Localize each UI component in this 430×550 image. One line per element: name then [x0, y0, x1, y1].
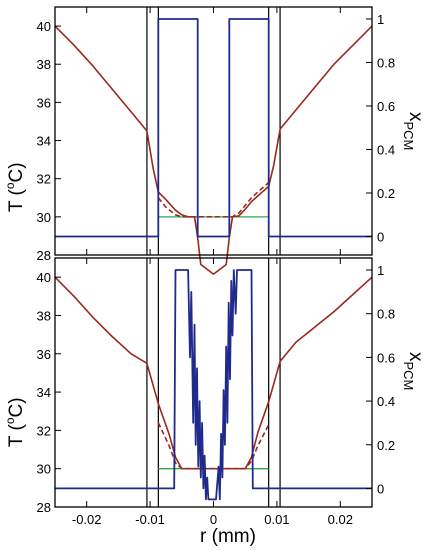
- y-left-tick-label-5: 38: [37, 308, 51, 323]
- y-left-tick-label-6: 40: [37, 19, 51, 34]
- temperature-dashed-line-1: [157, 181, 270, 218]
- y-right-tick-label-1: 0.2: [377, 186, 395, 201]
- y-right-tick-label-2: 0.4: [377, 142, 395, 157]
- x-tick-label-4: 0.02: [328, 512, 353, 527]
- pcm-fraction-line-2: [55, 18, 372, 238]
- panel-bottom: -0.02 -0.01 0 0.01 0.02 28 30 32 34 36 38 40 0 0.2 0.4…: [37, 257, 395, 527]
- pcm-fraction-line-2: [55, 269, 372, 501]
- y-left-tick-label-2: 32: [37, 172, 51, 187]
- y-left-tick-label-4: 36: [37, 347, 51, 362]
- y-left-tick-label-1: 30: [37, 462, 51, 477]
- temperature-line-0: [54, 25, 373, 275]
- y-left-tick-label-2: 32: [37, 423, 51, 438]
- x-tick-label-1: -0.01: [135, 512, 165, 527]
- xlabel: r (mm): [200, 526, 256, 547]
- plot-frame: [54, 257, 373, 508]
- y-left-tick-label-4: 36: [37, 95, 51, 110]
- y-right-tick-label-1: 0.2: [377, 438, 395, 453]
- x-tick-label-0: -0.02: [72, 512, 102, 527]
- x-tick-label-3: 0.01: [264, 512, 289, 527]
- plot-frame: [54, 6, 373, 256]
- temperature-line-0: [54, 276, 373, 470]
- y-right-tick-label-2: 0.4: [377, 394, 395, 409]
- y-left-tick-label-6: 40: [37, 270, 51, 285]
- y-left-tick-label-3: 34: [37, 385, 51, 400]
- y-left-tick-label-0: 28: [37, 248, 51, 263]
- panel-top: 28 30 32 34 36 38 40 0 0.2 0.4 0.6 0.8 1: [37, 6, 395, 275]
- ylabel-right-top: xPCM: [401, 112, 426, 150]
- y-right-tick-label-0: 0: [377, 230, 384, 245]
- x-tick-label-2: 0: [210, 512, 217, 527]
- y-right-tick-label-5: 1: [377, 12, 384, 27]
- y-left-tick-label-0: 28: [37, 500, 51, 515]
- y-left-tick-label-3: 34: [37, 134, 51, 149]
- y-right-tick-label-3: 0.6: [377, 350, 395, 365]
- y-left-tick-label-1: 30: [37, 210, 51, 225]
- y-right-tick-label-3: 0.6: [377, 99, 395, 114]
- y-right-tick-label-4: 0.8: [377, 307, 395, 322]
- y-left-tick-label-5: 38: [37, 57, 51, 72]
- ylabel-right-bottom: xPCM: [401, 352, 426, 390]
- ylabel-left-top: T (oC): [3, 162, 27, 212]
- y-right-tick-label-5: 1: [377, 263, 384, 278]
- y-right-tick-label-4: 0.8: [377, 55, 395, 70]
- ylabel-left-bottom: T (oC): [3, 397, 27, 447]
- temperature-dashed-line-1: [157, 422, 270, 470]
- y-right-tick-label-0: 0: [377, 481, 384, 496]
